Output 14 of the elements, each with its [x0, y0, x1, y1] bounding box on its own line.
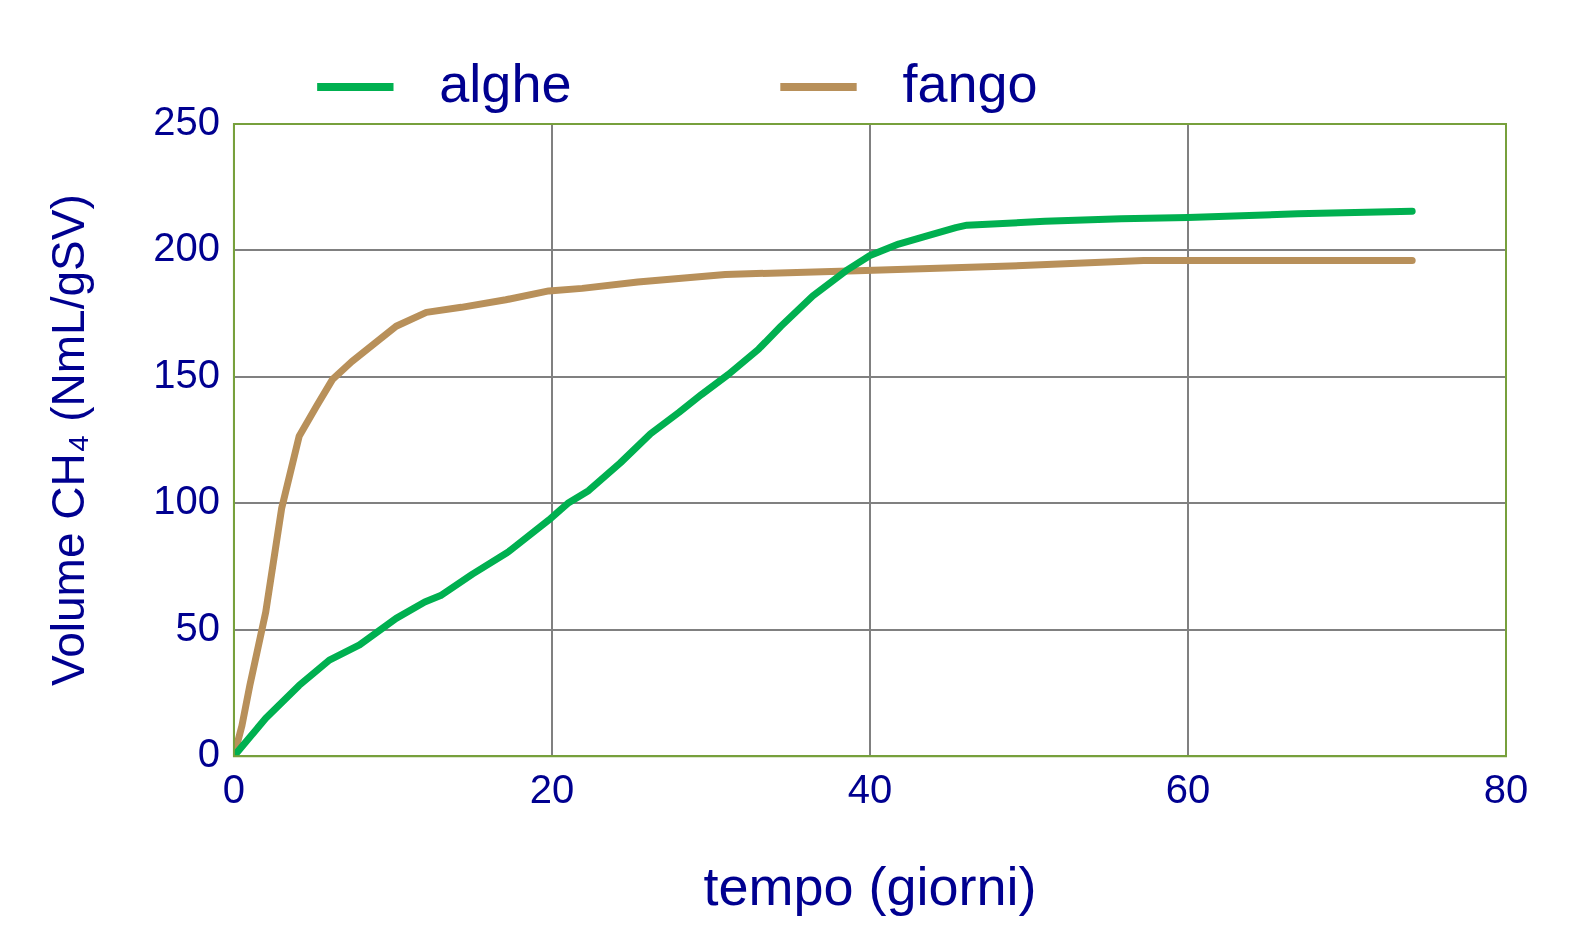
x-tick-label: 80	[1483, 767, 1529, 812]
legend-label: alghe	[409, 52, 752, 113]
y-tick-label: 250	[153, 99, 220, 144]
x-tick-label: 60	[1165, 767, 1211, 812]
legend-label: fango	[872, 52, 1218, 113]
x-axis-title: tempo (giorni)	[703, 856, 1037, 917]
x-tick-label: 20	[529, 767, 575, 812]
y-tick-label: 0	[197, 731, 220, 776]
y-tick-label: 200	[153, 225, 220, 270]
x-tick-label: 40	[847, 767, 893, 812]
y-tick-label: 100	[153, 478, 220, 523]
y-tick-label: 150	[153, 351, 220, 396]
y-tick-label: 50	[175, 604, 220, 649]
y-axis-title: Volume CH₄ (NmL/gSV)	[42, 194, 95, 686]
